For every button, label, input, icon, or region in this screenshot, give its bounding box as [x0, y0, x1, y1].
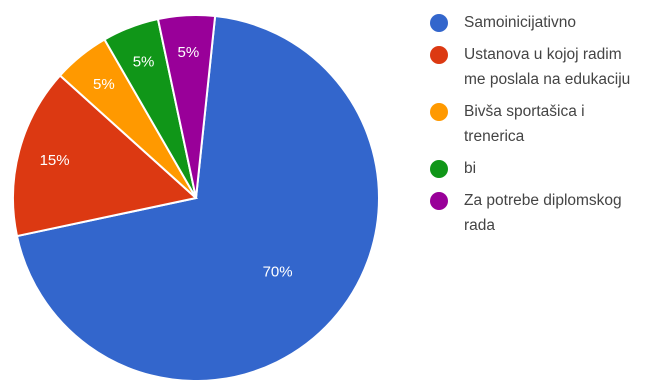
slice-percent-label-1: 15%	[40, 152, 70, 169]
legend-item-2: Bivša sportašica i trenerica	[430, 99, 645, 149]
slice-percent-label-3: 5%	[133, 53, 155, 70]
legend-label-1: Ustanova u kojoj radim me poslala na edu…	[464, 46, 631, 88]
legend-item-4: Za potrebe diplomskog rada	[430, 188, 645, 238]
legend-label-0: Samoinicijativno	[464, 14, 576, 31]
pie-slice-4	[156, 14, 217, 199]
legend-swatch-3	[430, 160, 448, 178]
pie-chart-plot: 70% 15% 5% 5% 5%	[12, 14, 380, 380]
legend-item-0: Samoinicijativno	[430, 10, 645, 35]
legend: Samoinicijativno Ustanova u kojoj radim m…	[430, 10, 645, 245]
legend-item-3: bi	[430, 156, 645, 181]
legend-label-3: bi	[464, 160, 477, 177]
pie-slice-1	[12, 74, 199, 238]
slice-percent-label-0: 70%	[263, 263, 293, 280]
legend-label-4: Za potrebe diplomskog rada	[464, 192, 622, 234]
legend-swatch-2	[430, 103, 448, 121]
legend-swatch-1	[430, 46, 448, 64]
legend-swatch-4	[430, 192, 448, 210]
legend-item-1: Ustanova u kojoj radim me poslala na edu…	[430, 42, 645, 92]
pie-slice-0	[15, 14, 380, 380]
legend-swatch-0	[430, 14, 448, 32]
slice-percent-label-4: 5%	[177, 44, 199, 61]
legend-label-2: Bivša sportašica i trenerica	[464, 103, 585, 145]
slice-percent-label-2: 5%	[93, 76, 115, 93]
